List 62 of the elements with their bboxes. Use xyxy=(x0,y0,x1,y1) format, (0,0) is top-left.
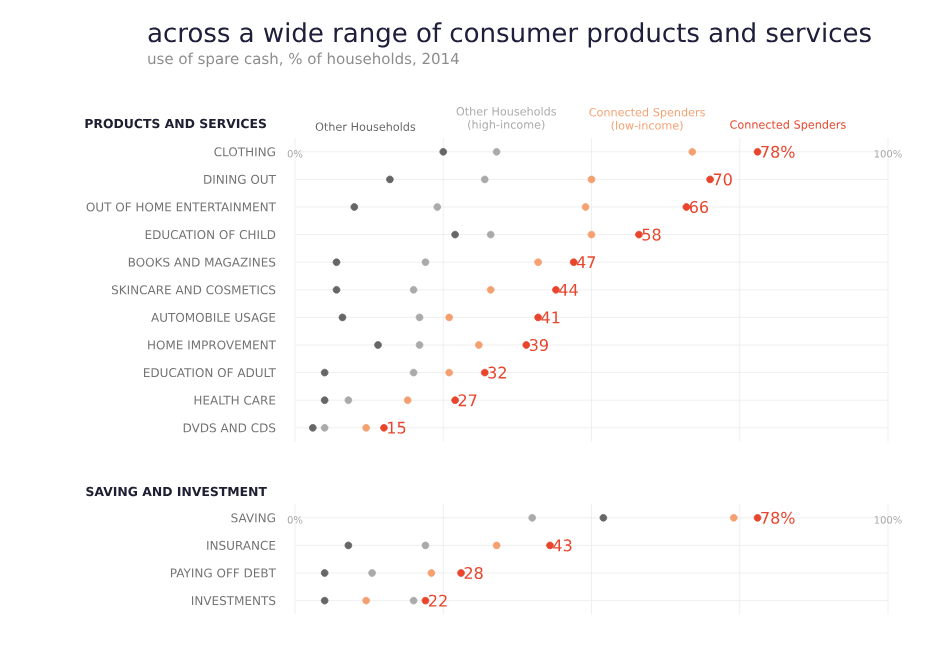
point xyxy=(587,175,596,184)
data-label: 43 xyxy=(553,539,572,552)
point xyxy=(475,341,483,349)
data-label: 78% xyxy=(761,511,795,524)
point xyxy=(581,203,590,211)
point xyxy=(332,286,341,294)
data-label: 41 xyxy=(541,311,560,324)
point xyxy=(587,230,596,239)
point xyxy=(415,313,424,322)
point xyxy=(409,596,418,605)
point xyxy=(320,424,329,432)
point xyxy=(492,541,501,550)
point xyxy=(480,175,489,184)
data-label: 47 xyxy=(576,256,596,269)
point xyxy=(320,396,329,404)
point xyxy=(528,514,536,522)
point xyxy=(308,424,317,432)
point xyxy=(421,258,430,266)
point xyxy=(439,148,448,156)
data-label: 27 xyxy=(458,394,477,407)
point xyxy=(433,203,442,211)
point xyxy=(380,424,388,432)
point xyxy=(427,569,436,577)
point xyxy=(332,258,341,266)
data-label: 22 xyxy=(429,594,447,607)
point xyxy=(362,596,370,605)
point xyxy=(344,541,353,550)
data-label: 70 xyxy=(713,173,732,186)
point xyxy=(344,396,353,404)
point xyxy=(409,286,418,294)
data-label: 28 xyxy=(464,566,483,580)
data-label: 44 xyxy=(559,283,578,296)
point xyxy=(451,230,459,239)
chart-title: across a wide range of consumer products and services xyxy=(148,22,871,48)
data-label: 58 xyxy=(642,228,661,241)
data-label: 39 xyxy=(529,338,548,352)
point xyxy=(368,569,376,577)
data-label: 66 xyxy=(689,200,709,214)
point xyxy=(445,313,453,322)
data-label: 78% xyxy=(761,145,795,158)
point xyxy=(362,424,370,432)
point xyxy=(320,569,329,577)
point xyxy=(374,341,382,349)
point xyxy=(421,541,430,550)
point xyxy=(445,368,453,377)
point xyxy=(730,514,738,522)
point xyxy=(350,203,359,211)
point xyxy=(534,258,542,266)
point xyxy=(403,396,412,404)
point xyxy=(386,175,394,184)
point xyxy=(320,596,329,605)
point xyxy=(338,313,347,322)
point xyxy=(409,368,418,377)
point xyxy=(320,368,329,377)
point xyxy=(415,341,424,349)
data-label: 32 xyxy=(488,366,506,379)
point xyxy=(599,514,608,522)
point xyxy=(492,148,501,156)
point xyxy=(688,148,697,156)
data-label: 15 xyxy=(388,421,406,434)
point xyxy=(486,230,495,239)
point xyxy=(486,286,495,294)
